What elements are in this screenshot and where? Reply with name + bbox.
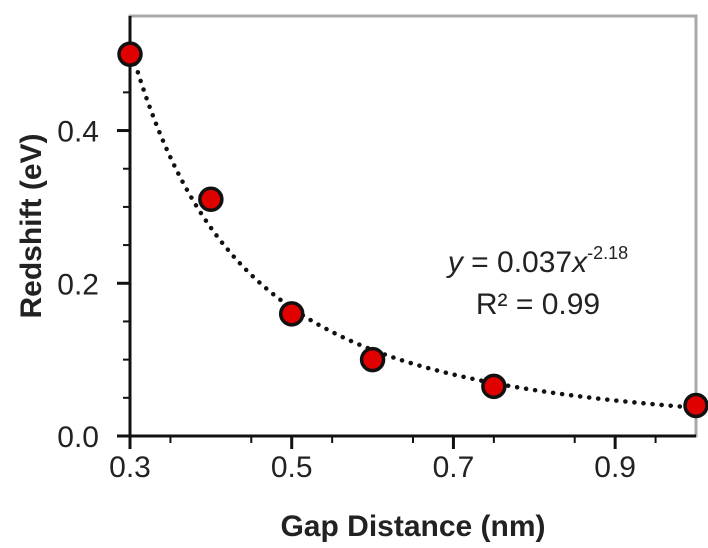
data-point [359,346,386,373]
fit-equation: y = 0.037x-2.18 [446,243,628,279]
fit-curve [127,43,699,410]
tick-labels: 0.3 0.5 0.7 0.9 0.0 0.2 0.4 [57,116,636,484]
y-tick-label: 0.4 [57,116,99,149]
data-point [198,186,224,213]
y-axis-title: Redshift (eV) [15,133,48,318]
data-point [683,392,708,419]
data-point [278,301,305,327]
x-tick-label: 0.9 [594,451,636,484]
y-tick-label: 0.2 [57,268,99,301]
x-tick-label: 0.7 [433,451,475,484]
x-axis-title: Gap Distance (nm) [280,510,545,543]
fit-equation-middle: = 0.037 [463,246,572,279]
fit-r-squared: R² = 0.99 [476,288,600,321]
data-points [117,41,708,419]
major-ticks [117,129,617,449]
fit-equation-x: x [570,246,588,279]
y-tick-label: 0.0 [57,421,99,454]
data-point [117,41,143,67]
data-point [481,373,507,400]
x-tick-label: 0.3 [109,451,151,484]
fit-equation-y: y [446,246,465,279]
fit-equation-exponent: -2.18 [587,243,628,263]
plot-frame [128,14,698,438]
x-tick-label: 0.5 [271,451,313,484]
